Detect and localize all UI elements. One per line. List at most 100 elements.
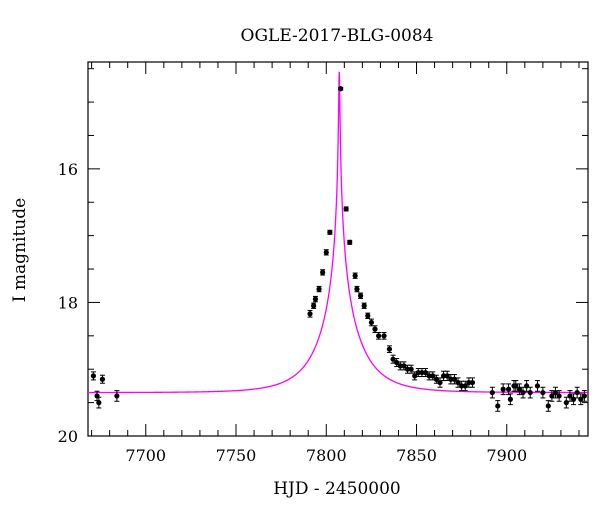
data-point — [327, 229, 333, 235]
data-point — [386, 345, 393, 354]
data-point — [90, 371, 97, 381]
y-tick-label: 20 — [58, 427, 78, 446]
data-marker — [527, 389, 533, 396]
data-point — [422, 368, 429, 378]
data-marker — [540, 389, 546, 396]
data-point — [376, 331, 382, 340]
data-point — [527, 386, 533, 399]
data-point — [578, 393, 584, 406]
data-point — [354, 285, 360, 293]
data-point — [437, 377, 443, 388]
data-marker — [372, 326, 378, 332]
model-line — [88, 71, 588, 394]
data-marker — [437, 379, 443, 386]
data-marker — [307, 311, 313, 317]
data-marker — [578, 396, 584, 402]
data-point — [563, 396, 569, 409]
data-marker — [513, 383, 519, 389]
data-point — [365, 312, 371, 319]
x-tick-label: 7700 — [125, 446, 166, 465]
data-point — [352, 272, 358, 279]
data-point — [316, 285, 322, 293]
data-marker — [507, 396, 513, 402]
data-marker — [581, 393, 587, 399]
model-curve — [88, 71, 588, 394]
data-marker — [312, 296, 319, 302]
data-marker — [404, 366, 411, 372]
x-tick-label: 7750 — [216, 446, 257, 465]
data-point — [567, 390, 573, 402]
data-point — [338, 86, 344, 92]
data-marker — [500, 386, 506, 392]
data-marker — [534, 383, 541, 389]
data-point — [114, 390, 120, 402]
data-point — [311, 302, 317, 309]
data-marker — [397, 363, 403, 369]
x-tick-label: 7900 — [486, 446, 527, 465]
data-point — [448, 374, 454, 385]
data-marker — [365, 313, 371, 319]
data-marker — [408, 366, 414, 372]
data-point — [507, 393, 513, 406]
data-point — [556, 390, 562, 402]
data-point — [412, 371, 418, 381]
data-point — [361, 302, 367, 309]
data-point — [419, 368, 425, 378]
axis-ticks: 7700 7750 7800 7850 7900 16 18 20 — [58, 62, 588, 465]
data-point — [323, 249, 329, 256]
plot-border — [87, 61, 589, 437]
data-marker — [343, 206, 349, 212]
data-marker — [316, 286, 322, 292]
data-marker — [430, 373, 436, 379]
x-tick-label: 7850 — [396, 446, 437, 465]
data-marker — [415, 369, 421, 376]
data-marker — [114, 393, 120, 399]
data-point — [96, 396, 102, 409]
y-tick-label: 16 — [58, 160, 78, 179]
data-marker — [357, 293, 364, 299]
data-marker — [422, 369, 429, 376]
x-tick-label: 7800 — [306, 446, 347, 465]
data-points — [90, 86, 587, 412]
data-point — [489, 386, 495, 399]
data-marker — [552, 389, 559, 396]
data-marker — [440, 373, 447, 379]
data-marker — [567, 393, 573, 399]
data-marker — [466, 379, 472, 386]
data-marker — [489, 389, 495, 396]
data-point — [347, 239, 353, 245]
data-point — [549, 390, 555, 402]
y-tick-label: 18 — [58, 293, 78, 312]
data-point — [581, 390, 587, 402]
data-marker — [352, 273, 358, 279]
data-marker — [323, 249, 329, 255]
data-point — [540, 386, 546, 399]
data-marker — [320, 269, 326, 275]
data-marker — [401, 363, 407, 369]
data-marker — [361, 303, 367, 309]
data-point — [312, 295, 319, 303]
data-marker — [381, 333, 387, 339]
data-point — [408, 364, 414, 374]
data-marker — [505, 386, 512, 392]
data-point — [343, 206, 349, 212]
data-point — [307, 309, 313, 318]
data-marker — [376, 333, 382, 339]
data-marker — [469, 379, 476, 386]
data-point — [320, 269, 326, 276]
data-point — [524, 380, 530, 392]
data-point — [574, 386, 580, 399]
y-axis-label: I magnitude — [10, 198, 30, 302]
data-point — [545, 400, 551, 412]
data-marker — [327, 229, 333, 235]
data-marker — [368, 319, 374, 326]
data-point — [430, 371, 436, 381]
data-marker — [459, 383, 465, 389]
data-marker — [556, 393, 562, 399]
data-point — [495, 400, 501, 412]
data-marker — [338, 86, 344, 92]
data-marker — [549, 393, 555, 399]
data-marker — [99, 376, 106, 382]
